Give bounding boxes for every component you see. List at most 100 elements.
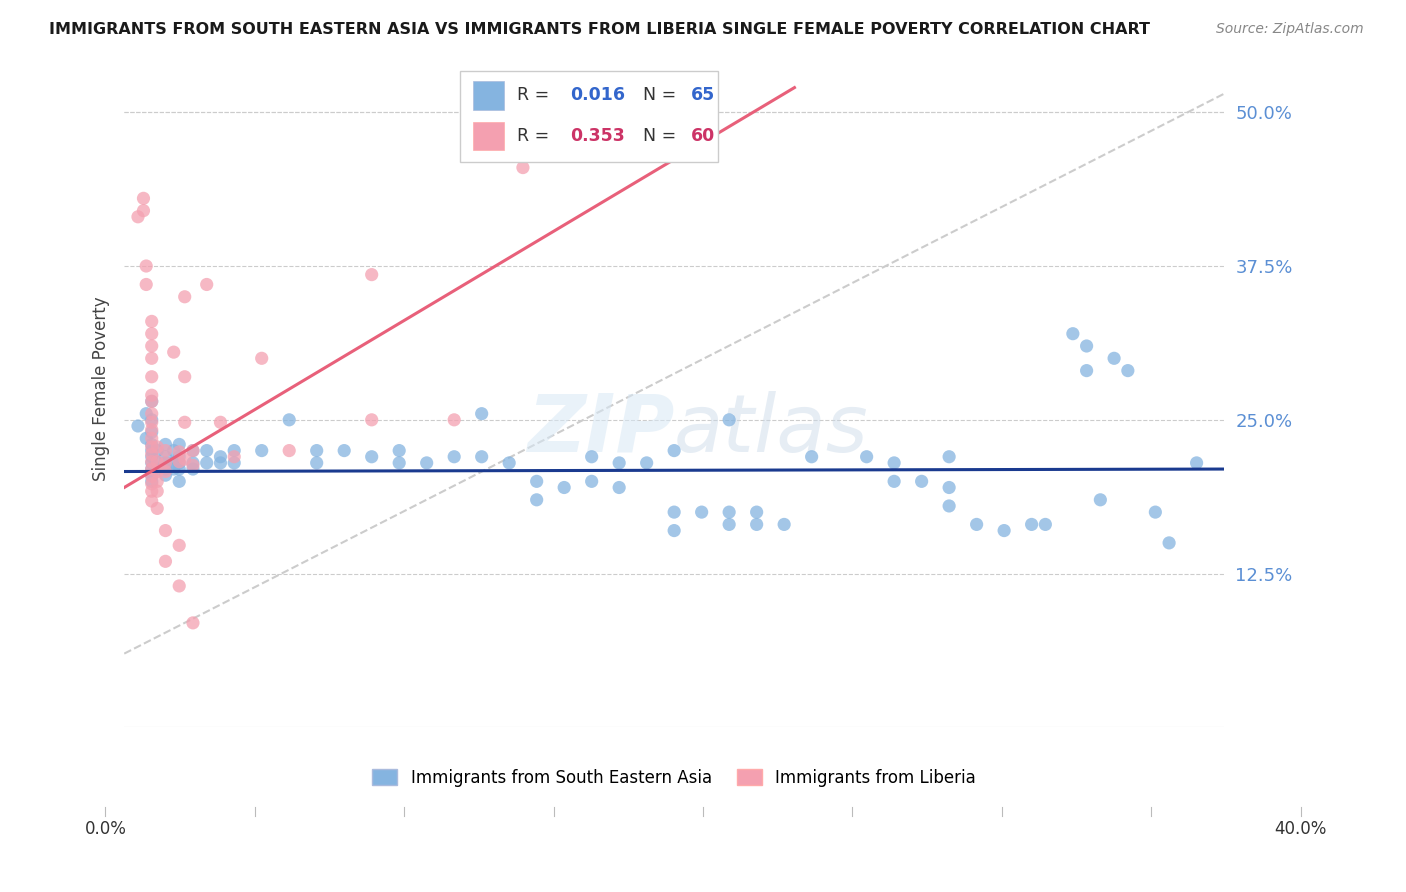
Point (146, 475, 169, 489)
Text: ZIP: ZIP (527, 391, 673, 468)
Point (141, 494, 163, 508)
Point (163, 443, 186, 458)
Point (155, 462, 177, 476)
Point (146, 462, 169, 476)
Point (141, 447, 163, 461)
Point (173, 369, 195, 384)
Point (1102, 351, 1125, 366)
Point (167, 450, 190, 464)
Point (163, 462, 186, 476)
Point (938, 450, 960, 464)
Point (146, 443, 169, 458)
Point (167, 462, 190, 476)
Point (360, 450, 382, 464)
Point (135, 277, 157, 292)
Point (209, 450, 232, 464)
Point (141, 314, 163, 328)
Point (1090, 492, 1112, 507)
Point (167, 579, 190, 593)
Point (938, 499, 960, 513)
Point (155, 437, 177, 451)
Point (1116, 363, 1139, 377)
Point (141, 468, 163, 483)
Text: atlas: atlas (673, 391, 869, 468)
Point (141, 425, 163, 439)
Point (167, 456, 190, 470)
Point (388, 443, 411, 458)
Point (883, 456, 905, 470)
Point (388, 456, 411, 470)
Point (146, 465, 169, 479)
Text: 40.0%: 40.0% (1274, 820, 1327, 838)
Text: N =: N = (644, 127, 682, 145)
Point (181, 462, 204, 476)
Point (607, 456, 630, 470)
Point (141, 394, 163, 409)
Point (195, 443, 218, 458)
Point (141, 394, 163, 409)
Point (745, 517, 768, 532)
Point (173, 452, 195, 467)
Point (224, 450, 246, 464)
Text: IMMIGRANTS FROM SOUTH EASTERN ASIA VS IMMIGRANTS FROM LIBERIA SINGLE FEMALE POVE: IMMIGRANTS FROM SOUTH EASTERN ASIA VS IM… (49, 22, 1150, 37)
Point (224, 443, 246, 458)
Point (581, 475, 603, 489)
Point (1035, 517, 1057, 532)
Point (1021, 517, 1043, 532)
Point (141, 437, 163, 451)
Point (141, 450, 163, 464)
Point (141, 407, 163, 421)
Point (141, 423, 163, 437)
Point (155, 524, 177, 538)
Point (135, 259, 157, 273)
Point (141, 339, 163, 353)
Point (155, 554, 177, 568)
Point (155, 465, 177, 479)
Point (607, 481, 630, 495)
Point (443, 450, 465, 464)
Point (333, 443, 356, 458)
Point (141, 475, 163, 489)
Point (305, 443, 328, 458)
Point (173, 290, 195, 304)
Point (181, 443, 204, 458)
Point (305, 456, 328, 470)
Point (141, 462, 163, 476)
Text: 65: 65 (690, 87, 714, 104)
Point (146, 440, 169, 454)
Text: N =: N = (644, 87, 682, 104)
Point (167, 437, 190, 451)
Point (141, 456, 163, 470)
Point (910, 475, 932, 489)
Point (181, 456, 204, 470)
Point (141, 440, 163, 454)
Point (718, 517, 741, 532)
Text: 0.353: 0.353 (569, 127, 624, 145)
Point (141, 484, 163, 499)
Point (938, 481, 960, 495)
Y-axis label: Single Female Poverty: Single Female Poverty (93, 297, 110, 482)
Point (141, 431, 163, 445)
Point (141, 326, 163, 341)
Point (993, 524, 1015, 538)
Point (155, 443, 177, 458)
Point (581, 450, 603, 464)
Point (195, 456, 218, 470)
Point (155, 456, 177, 470)
Point (471, 407, 494, 421)
Point (360, 268, 382, 282)
Point (141, 413, 163, 427)
Point (855, 450, 877, 464)
Text: 0.016: 0.016 (569, 87, 624, 104)
Point (718, 413, 741, 427)
Point (278, 413, 301, 427)
Point (127, 419, 149, 434)
Point (146, 455, 169, 469)
Point (966, 517, 988, 532)
Point (278, 443, 301, 458)
Point (195, 277, 218, 292)
Point (773, 517, 796, 532)
Point (1062, 326, 1084, 341)
Point (163, 345, 186, 359)
Point (662, 524, 685, 538)
